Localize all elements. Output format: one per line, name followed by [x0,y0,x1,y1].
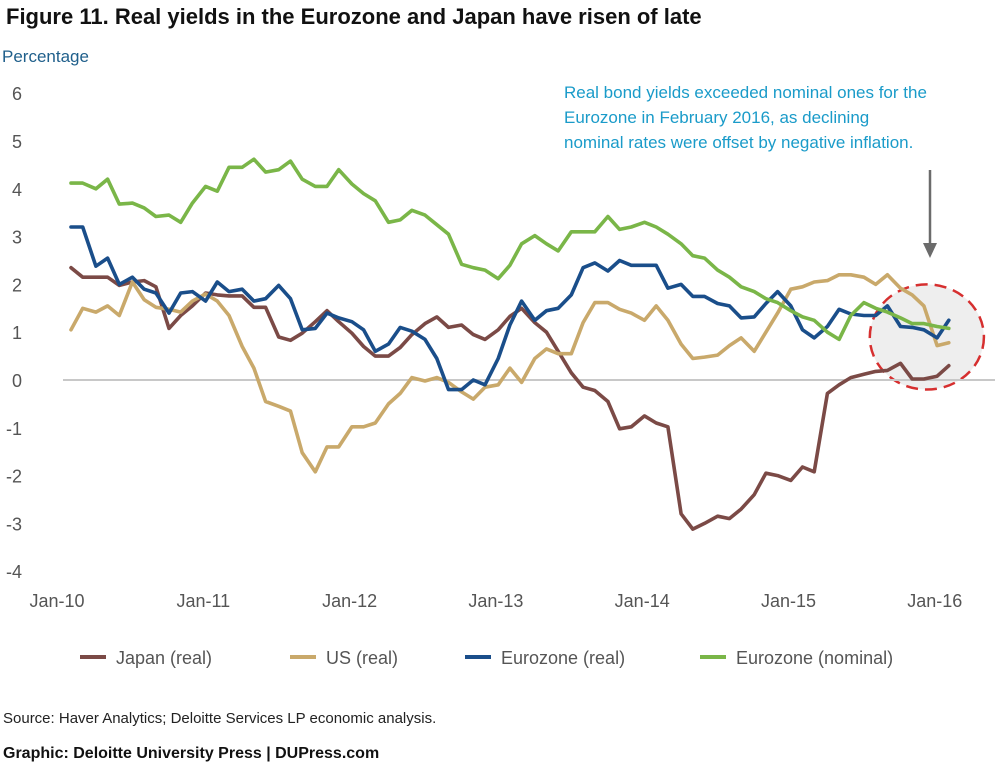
series-line-1 [69,273,951,474]
x-tick-label: Jan-12 [322,591,377,611]
legend-label: Japan (real) [116,648,212,668]
x-tick-label: Jan-16 [907,591,962,611]
x-tick-label: Jan-13 [468,591,523,611]
series-line-0 [69,265,951,531]
figure-title: Figure 11. Real yields in the Eurozone a… [6,4,702,29]
credit-line: Graphic: Deloitte University Press | DUP… [3,745,380,762]
y-tick-label: 2 [12,275,22,295]
highlight-region [868,283,986,391]
x-tick-label: Jan-15 [761,591,816,611]
y-tick-label: -4 [6,562,22,582]
x-tick-label: Jan-10 [29,591,84,611]
x-tick-label: Jan-11 [176,591,230,611]
annotation-arrow-head [923,243,937,258]
y-tick-label: 0 [12,371,22,391]
x-axis: Jan-10 Jan-11 Jan-12 Jan-13 Jan-14 Jan-15 Jan-… [29,591,962,611]
annotation-text-line: Eurozone in February 2016, as declining [564,108,869,127]
y-tick-label: -1 [6,419,22,439]
series-line-3 [69,157,951,342]
series-line-2 [69,225,951,392]
y-tick-label: 1 [12,323,22,343]
y-tick-label: -2 [6,467,22,487]
legend-label: Eurozone (real) [501,648,625,668]
y-tick-label: 6 [12,84,22,104]
y-tick-label: 4 [12,180,22,200]
y-axis: 6 5 4 3 2 1 0 -1 -2 -3 -4 [6,84,22,582]
legend-label: US (real) [326,648,398,668]
y-tick-label: -3 [6,514,22,534]
source-note: Source: Haver Analytics; Deloitte Servic… [3,710,437,727]
legend: Japan (real) US (real) Eurozone (real) Euro… [80,648,893,668]
series-lines [69,157,951,531]
legend-label: Eurozone (nominal) [736,648,893,668]
x-tick-label: Jan-14 [615,591,670,611]
annotation-text-line: nominal rates were offset by negative in… [564,133,913,152]
y-axis-label: Percentage [2,47,89,66]
annotation-text-line: Real bond yields exceeded nominal ones f… [564,83,927,102]
highlight-ellipse [868,283,986,391]
annotation: Real bond yields exceeded nominal ones f… [564,83,937,258]
y-tick-label: 3 [12,228,22,248]
y-tick-label: 5 [12,132,22,152]
line-chart: 6 5 4 3 2 1 0 -1 -2 -3 -4 Jan-10 Jan-11 Jan-12 Jan-13… [6,83,995,668]
